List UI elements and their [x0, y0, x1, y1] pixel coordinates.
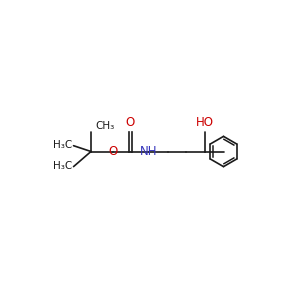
Text: NH: NH [140, 145, 158, 158]
Text: CH₃: CH₃ [95, 121, 114, 130]
Text: HO: HO [196, 116, 214, 129]
Text: H₃C: H₃C [53, 140, 72, 150]
Text: O: O [126, 116, 135, 129]
Text: O: O [108, 145, 118, 158]
Text: H₃C: H₃C [53, 161, 72, 171]
